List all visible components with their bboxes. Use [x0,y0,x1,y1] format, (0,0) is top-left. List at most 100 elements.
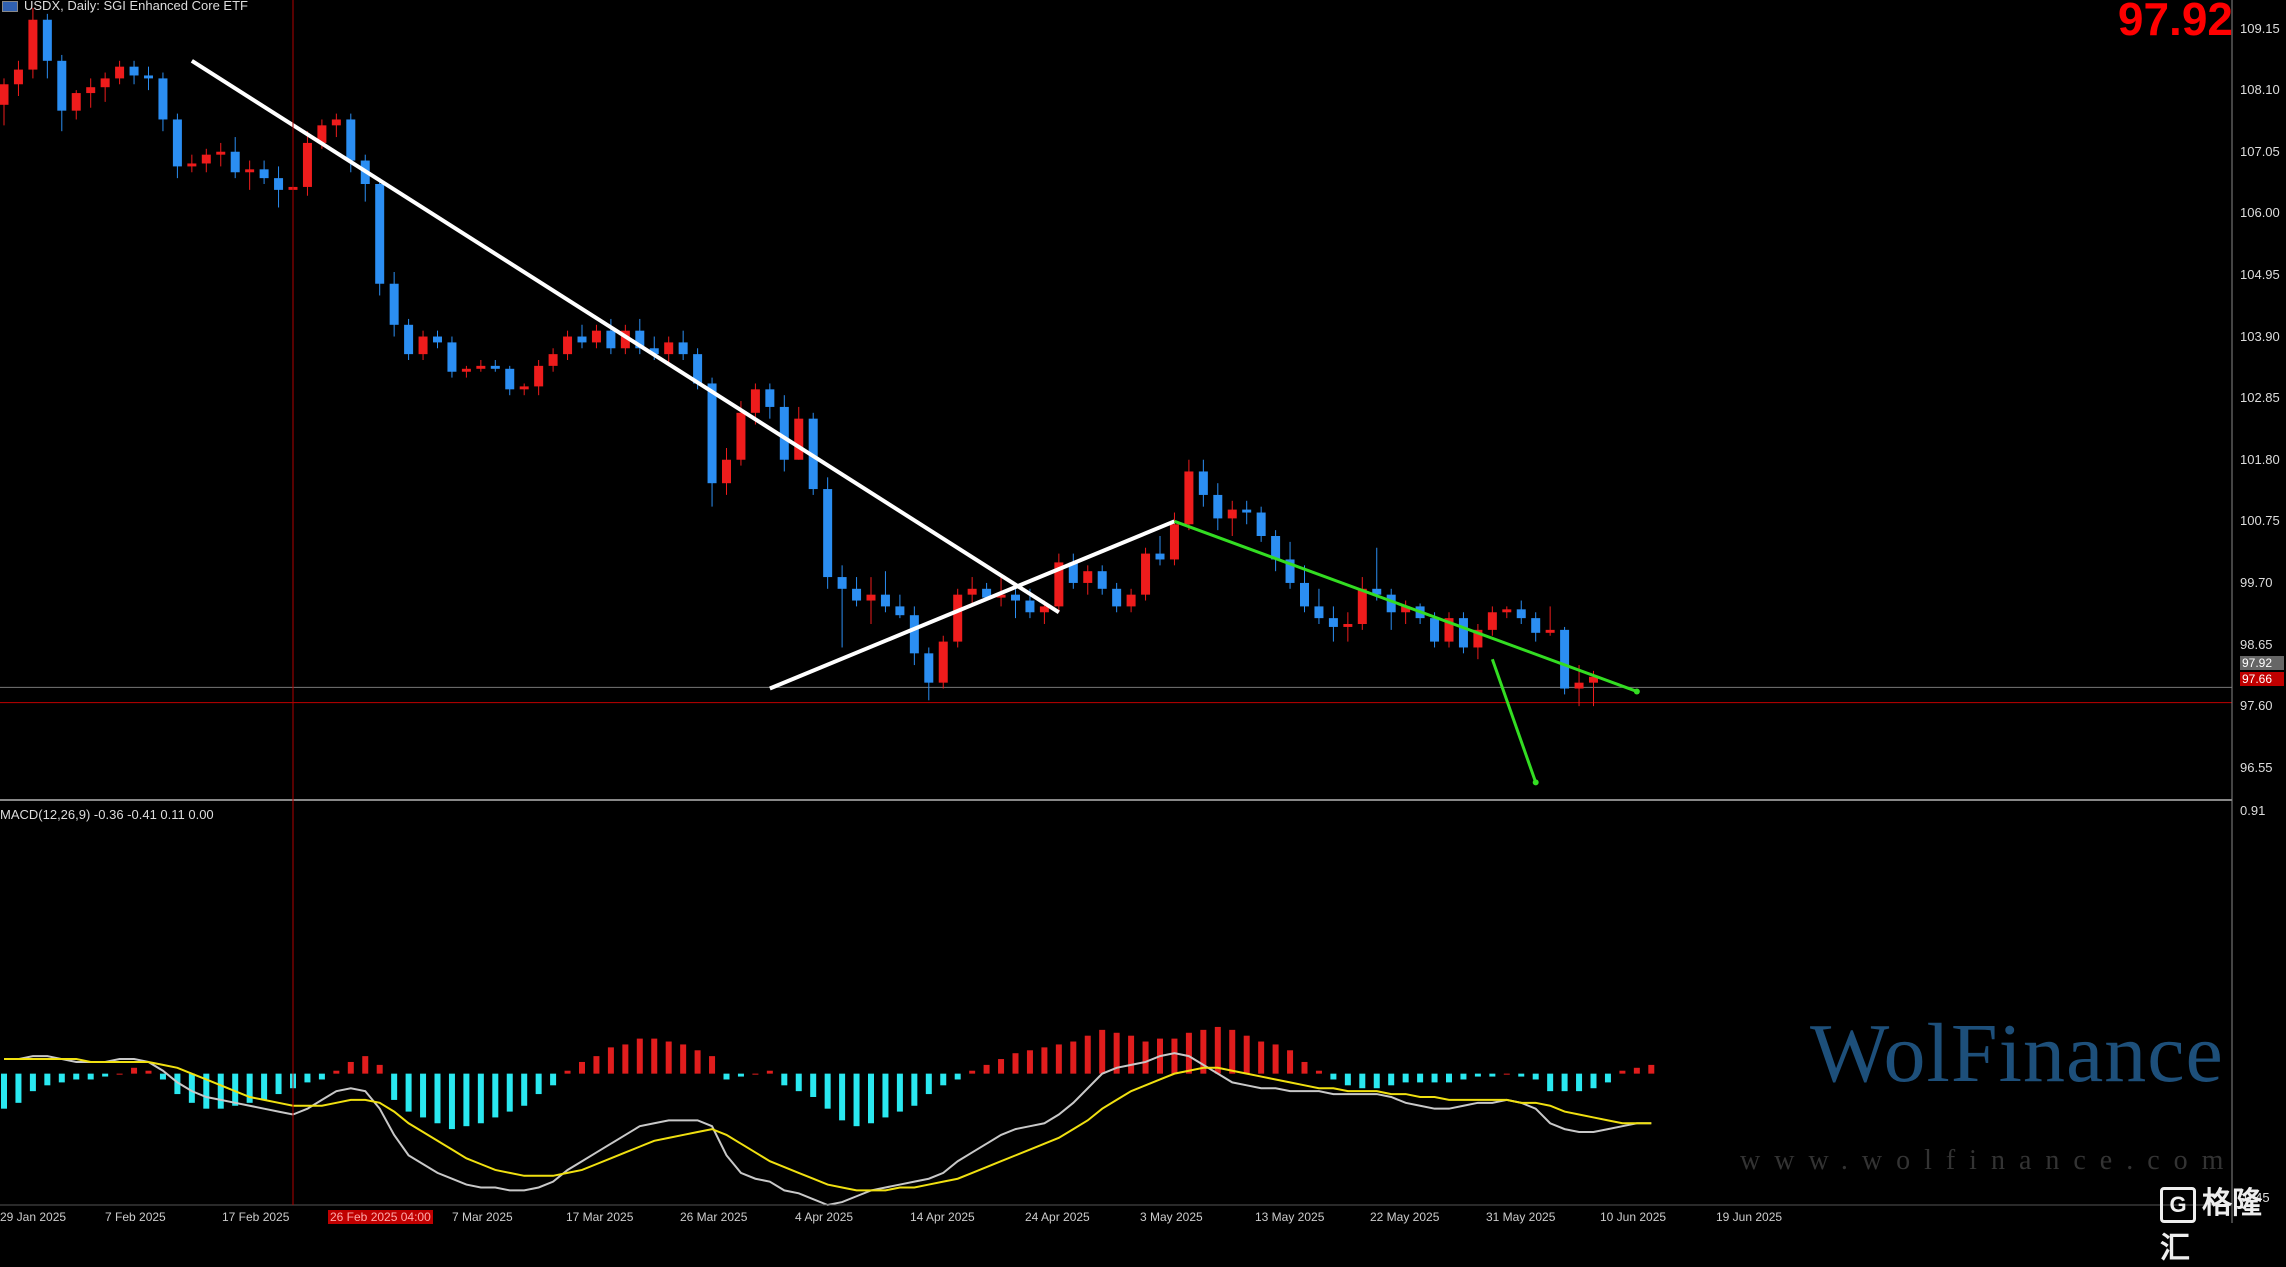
macd-histogram-bar [463,1073,470,1127]
macd-histogram-bar [1446,1073,1452,1083]
macd-histogram-bar [1026,1050,1033,1074]
candle-body [1126,594,1136,607]
candle-body [1545,629,1555,633]
candle [534,360,544,396]
candle [1126,588,1136,613]
candle-body [1112,588,1122,607]
candle-body [461,368,471,372]
macd-histogram-bar [1301,1061,1308,1074]
candle-body [736,412,746,460]
candle [620,324,630,355]
macd-histogram-bar [1113,1032,1120,1074]
signal-line [4,1058,1652,1192]
candle [375,178,385,296]
candle [28,8,38,79]
candle-body [1328,618,1338,627]
candle [42,13,52,79]
candle-body [794,418,804,460]
macd-histogram-bar [940,1073,947,1086]
macd-histogram-bar [593,1056,600,1074]
candle [866,577,876,624]
time-tick: 26 Mar 2025 [680,1210,748,1224]
macd-histogram-bar [709,1056,716,1074]
macd-histogram-bar [448,1073,455,1130]
candle [606,318,616,355]
candle-body [158,78,168,120]
candle [1401,600,1411,624]
macd-histogram-bar [261,1073,268,1100]
candle-body [1256,512,1266,536]
candle-body [71,93,81,111]
candle-body [418,336,428,355]
macd-histogram-bar [579,1061,585,1074]
chart-canvas[interactable] [0,0,2286,1223]
macd-histogram-bar [1373,1073,1380,1089]
candle [274,166,284,208]
candle [1242,500,1252,525]
candle-body [823,489,833,578]
arrowhead [1532,779,1539,786]
candle-body [649,348,659,355]
macd-histogram-bar [1041,1047,1048,1074]
symbol-title: USDX, Daily: SGI Enhanced Core ETF [24,0,248,13]
price-tick: 109.15 [2240,20,2280,36]
candle-body [1473,629,1483,648]
candle-body [1574,682,1584,689]
macd-histogram-bar [1402,1073,1409,1083]
macd-histogram-bar [1272,1044,1279,1074]
candle-body [880,594,890,607]
candle-body [404,324,414,355]
price-tick: 103.90 [2240,328,2280,344]
candle [591,324,601,349]
candle-body [476,365,486,369]
candle [230,137,240,179]
candle [1458,612,1468,654]
macd-histogram-bar [752,1073,759,1075]
last-price: 97.92 [2117,0,2233,45]
macd-title: MACD(12,26,9) -0.36 -0.41 0.11 0.00 [0,807,214,822]
candle-body [1458,618,1468,648]
macd-histogram-bar [824,1073,831,1109]
time-tick: 13 May 2025 [1255,1210,1325,1224]
macd-histogram-bar [911,1073,918,1106]
candle [1473,624,1483,660]
candle-body [563,336,573,355]
macd-histogram-bar [969,1070,976,1074]
macd-histogram-bar [1185,1032,1192,1074]
candle [201,148,211,173]
candle-body [144,75,153,79]
macd-pane[interactable] [1,1026,1655,1207]
time-tick: 3 May 2025 [1140,1210,1203,1224]
macd-histogram-bar [1633,1067,1640,1074]
candle-body [1401,606,1411,613]
candle-body [302,142,312,187]
candle [447,336,457,378]
macd-histogram-bar [983,1064,990,1074]
macd-histogram-bar [87,1073,94,1080]
candle [1372,547,1382,601]
candle-body [1444,618,1454,642]
candle [1155,536,1165,566]
candle-body [1487,612,1497,630]
macd-histogram-bar [1171,1038,1178,1074]
candle [115,60,125,85]
candle [1213,483,1223,531]
candle-body [1213,494,1223,519]
macd-histogram-bar [868,1073,874,1124]
macd-histogram-bar [1547,1073,1554,1092]
chart-title: USDX, Daily: SGI Enhanced Core ETF [2,0,248,13]
candle-body [1039,606,1049,613]
price-pane[interactable] [0,8,2232,707]
watermark-url: www.wolfinance.com [1740,1145,2238,1176]
candle [519,383,529,396]
candle-body [548,354,558,366]
trendline-green [1173,519,1638,693]
macd-histogram-bar [275,1073,282,1095]
macd-histogram-bar [1070,1041,1077,1074]
candle [909,606,919,666]
candle [389,272,399,337]
macd-histogram-bar [145,1070,152,1074]
candle [13,60,23,96]
macd-histogram-bar [405,1073,412,1112]
macd-histogram-bar [1214,1026,1221,1074]
